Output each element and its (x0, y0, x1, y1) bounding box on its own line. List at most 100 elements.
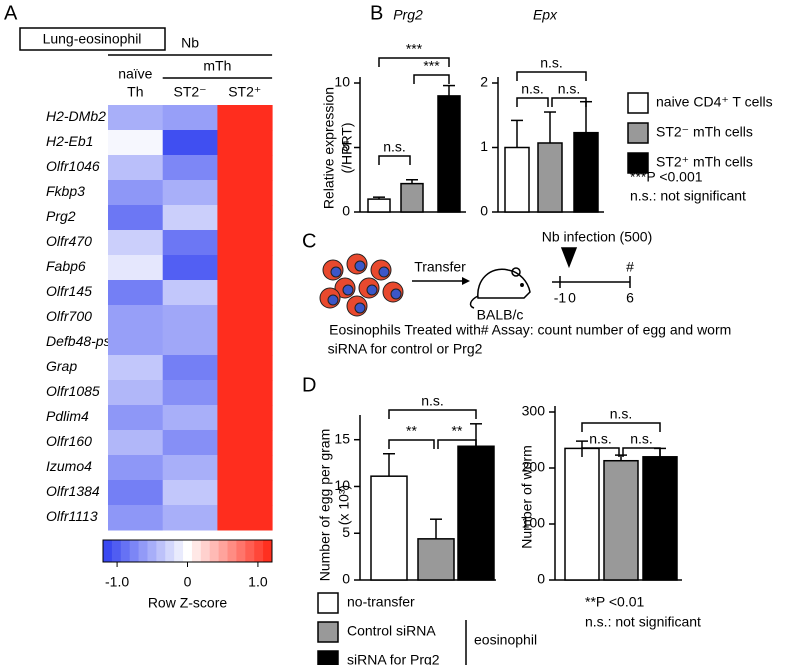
colorbar-step (174, 540, 184, 562)
colorbar-step (218, 540, 228, 562)
y-axis-label: (/HPRT) (339, 122, 355, 173)
heat-cell (162, 255, 218, 281)
heat-cell (217, 105, 273, 131)
heat-cell (217, 180, 273, 206)
colorbar-step (111, 540, 122, 562)
significance-bracket (551, 97, 587, 107)
colorbar-tick-label: -1.0 (105, 574, 129, 590)
y-tick-label: 200 (522, 459, 546, 475)
heat-cell (162, 230, 218, 256)
heat-cell (162, 330, 218, 356)
y-tick-label: 0 (342, 571, 350, 587)
heat-cell (108, 155, 164, 181)
y-axis-label: Relative expression (321, 87, 337, 209)
mouse-icon (469, 267, 531, 309)
heat-cell (162, 430, 218, 456)
significance-bracket (437, 439, 477, 449)
caption: siRNA for control or Prg2 (328, 341, 483, 357)
timeline (552, 247, 631, 288)
heat-cell (108, 405, 164, 431)
chart-title: Prg2 (393, 7, 423, 23)
colorbar-step (209, 540, 220, 562)
title-box (19, 27, 166, 51)
column-label: Th (127, 84, 143, 100)
legend-label: ST2⁻ mTh cells (656, 124, 753, 140)
y-tick-label: 10 (334, 477, 350, 493)
row-label: Fabp6 (46, 258, 86, 274)
heat-cell (217, 355, 273, 381)
legend-label: siRNA for Prg2 (347, 652, 440, 665)
significance-bracket (388, 439, 435, 449)
heat-cell (108, 205, 164, 231)
significance-bracket (516, 97, 549, 107)
y-tick-label: 10 (334, 74, 350, 90)
y-tick-label: 100 (522, 515, 546, 531)
y-axis-label: Number of egg per gram (317, 429, 333, 582)
cell-cluster (319, 253, 404, 317)
heat-cell (217, 505, 273, 531)
heat-cell (217, 255, 273, 281)
y-tick-label: 5 (342, 524, 350, 540)
heat-cell (162, 405, 218, 431)
y-axis-label: (x 10³) (336, 485, 352, 525)
y-tick-label: 1 (480, 138, 488, 154)
significance-bracket (378, 57, 450, 67)
bar (457, 445, 495, 581)
legend-label: ST2⁺ mTh cells (656, 154, 753, 170)
timeline-label: 0 (568, 290, 576, 306)
colorbar-step (245, 540, 255, 562)
legend-group-label: eosinophil (474, 632, 537, 648)
bar (400, 182, 424, 213)
heat-cell (217, 380, 273, 406)
legend-swatch (627, 122, 649, 144)
heat-cell (108, 255, 164, 281)
legend-swatch (317, 650, 339, 670)
colorbar-tick-label: 0 (184, 574, 192, 590)
heat-cell (108, 180, 164, 206)
heat-cell (108, 305, 164, 331)
note: ***P <0.001 (630, 169, 703, 185)
legend-label: no-transfer (347, 594, 415, 610)
row-label: Olfr1046 (46, 158, 100, 174)
row-label: Olfr1113 (46, 508, 98, 524)
significance-label: n.s. (421, 393, 444, 409)
significance-bracket (622, 447, 661, 457)
significance-label: n.s. (383, 139, 406, 155)
row-label: Olfr1384 (46, 483, 100, 499)
significance-bracket (378, 155, 411, 165)
heat-cell (108, 480, 164, 506)
y-tick-label: 0 (342, 203, 350, 219)
caption: Eosinophils Treated with (329, 322, 481, 338)
colorbar-step (147, 540, 157, 562)
heat-cell (108, 130, 164, 156)
colorbar-step (138, 540, 148, 562)
colorbar-step (165, 540, 175, 562)
row-label: Defb48-ps (46, 333, 111, 349)
y-axis-label: Number of worm (519, 445, 535, 548)
significance-label: n.s. (630, 431, 653, 447)
heat-cell (108, 280, 164, 306)
transfer-arrow (412, 277, 470, 285)
transfer-label: Transfer (414, 259, 466, 275)
significance-label: ** (406, 423, 417, 439)
bar (573, 131, 599, 213)
colorbar-label: Row Z-score (148, 595, 228, 611)
row-label: Olfr160 (46, 433, 92, 449)
column-label: naïve (118, 66, 152, 82)
colorbar-step (120, 540, 131, 562)
legend-swatch (317, 621, 339, 643)
legend-label: naive CD4⁺ T cells (656, 94, 773, 110)
significance-bracket (413, 74, 450, 84)
heat-cell (108, 380, 164, 406)
legend-label: Control siRNA (347, 623, 436, 639)
row-label: Fkbp3 (46, 183, 85, 199)
bar (564, 447, 600, 581)
colorbar-step (236, 540, 246, 562)
heat-cell (162, 505, 218, 531)
colorbar-step (156, 540, 166, 562)
y-tick-label: 0 (537, 571, 545, 587)
bar (603, 459, 639, 581)
y-tick-label: 2 (480, 74, 488, 90)
panel-label: D (302, 374, 316, 396)
